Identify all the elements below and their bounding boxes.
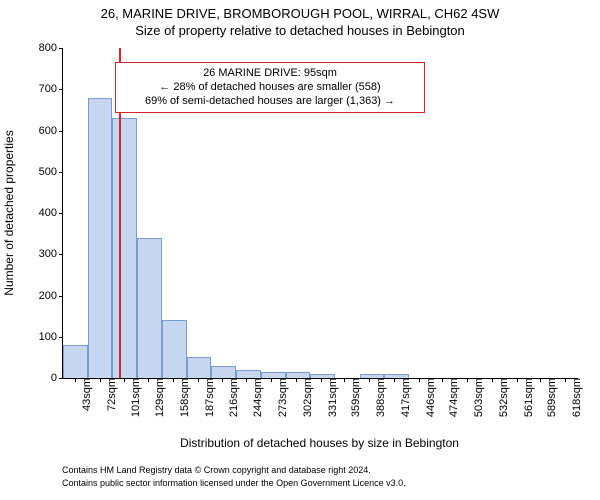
x-tick-label: 331sqm [321, 378, 339, 417]
annotation-line-3: 69% of semi-detached houses are larger (… [120, 95, 420, 109]
x-tick-label: 43sqm [75, 378, 93, 411]
x-tick-label: 187sqm [198, 378, 216, 417]
histogram-bar [88, 98, 113, 379]
title-line-1: 26, MARINE DRIVE, BROMBOROUGH POOL, WIRR… [0, 0, 600, 21]
y-tick-label: 800 [39, 42, 63, 54]
x-tick-label: 101sqm [124, 378, 142, 417]
y-tick-label: 100 [39, 331, 63, 343]
histogram-bar [137, 238, 162, 378]
x-tick-label: 158sqm [173, 378, 191, 417]
x-tick-label: 474sqm [442, 378, 460, 417]
histogram-bar [162, 320, 187, 378]
annotation-line-1: 26 MARINE DRIVE: 95sqm [120, 67, 420, 81]
histogram-bar [211, 366, 236, 378]
x-tick-label: 589sqm [540, 378, 558, 417]
y-tick-label: 0 [51, 372, 63, 384]
y-tick-label: 300 [39, 248, 63, 260]
x-tick-label: 244sqm [246, 378, 264, 417]
chart-container: 26, MARINE DRIVE, BROMBOROUGH POOL, WIRR… [0, 0, 600, 500]
x-tick-label: 359sqm [344, 378, 362, 417]
annotation-line-2: ← 28% of detached houses are smaller (55… [120, 81, 420, 95]
histogram-bar [236, 370, 261, 378]
x-tick-label: 417sqm [394, 378, 412, 417]
x-tick-label: 129sqm [148, 378, 166, 417]
x-tick-label: 561sqm [517, 378, 535, 417]
y-tick-label: 400 [39, 207, 63, 219]
y-tick-label: 500 [39, 166, 63, 178]
x-axis-label: Distribution of detached houses by size … [62, 436, 577, 450]
histogram-bar [112, 118, 137, 378]
histogram-bar [187, 357, 212, 378]
title-line-2: Size of property relative to detached ho… [0, 21, 600, 38]
x-tick-label: 216sqm [222, 378, 240, 417]
y-tick-label: 700 [39, 83, 63, 95]
copyright-line-2: Contains public sector information licen… [62, 478, 406, 488]
y-tick-label: 600 [39, 125, 63, 137]
plot-area: 0100200300400500600700800 43sqm72sqm101s… [62, 48, 578, 379]
x-tick-label: 503sqm [467, 378, 485, 417]
histogram-bar [63, 345, 88, 378]
x-tick-label: 72sqm [100, 378, 118, 411]
x-tick-label: 446sqm [419, 378, 437, 417]
annotation-box: 26 MARINE DRIVE: 95sqm ← 28% of detached… [115, 62, 425, 113]
x-tick-label: 273sqm [271, 378, 289, 417]
x-tick-label: 532sqm [492, 378, 510, 417]
copyright-line-1: Contains HM Land Registry data © Crown c… [62, 465, 371, 475]
x-tick-label: 302sqm [296, 378, 314, 417]
x-tick-label: 618sqm [565, 378, 583, 417]
y-axis-label: Number of detached properties [2, 130, 16, 295]
x-tick-label: 388sqm [369, 378, 387, 417]
y-tick-label: 200 [39, 290, 63, 302]
